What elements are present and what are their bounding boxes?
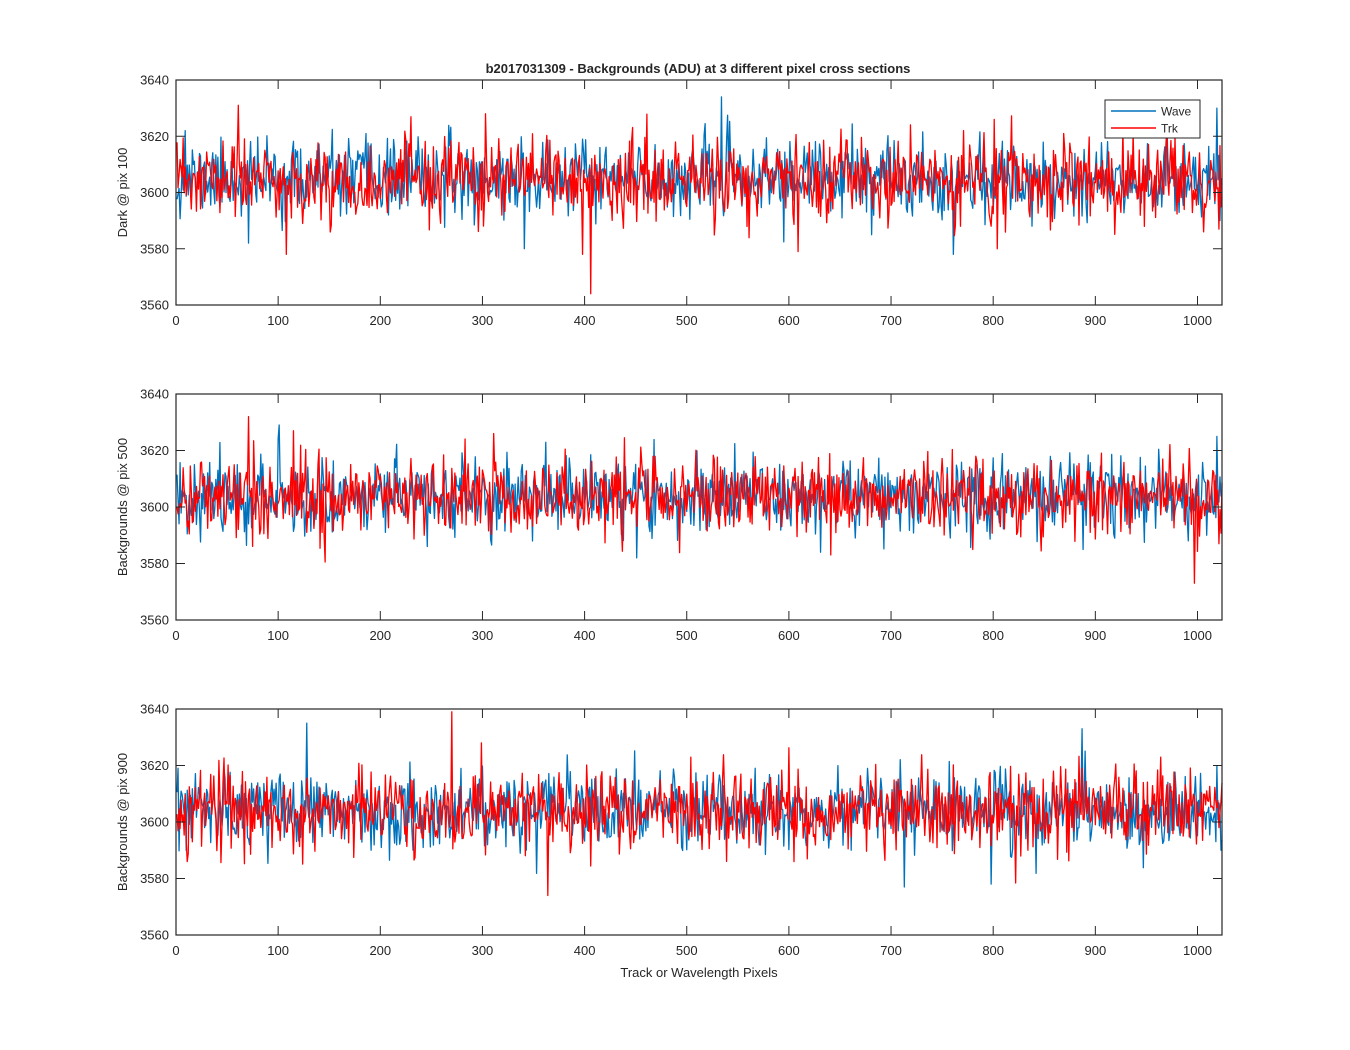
x-tick-label: 1000 — [1183, 313, 1212, 328]
x-tick-label: 500 — [676, 943, 698, 958]
y-tick-label: 3600 — [140, 185, 169, 200]
y-tick-label: 3620 — [140, 443, 169, 458]
y-tick-label: 3580 — [140, 871, 169, 886]
x-tick-label: 800 — [982, 628, 1004, 643]
x-tick-label: 100 — [267, 943, 289, 958]
x-tick-label: 0 — [172, 313, 179, 328]
x-tick-label: 200 — [369, 628, 391, 643]
x-tick-label: 600 — [778, 943, 800, 958]
x-tick-label: 700 — [880, 628, 902, 643]
x-tick-label: 200 — [369, 943, 391, 958]
x-tick-label: 400 — [574, 943, 596, 958]
y-tick-label: 3620 — [140, 129, 169, 144]
x-tick-label: 300 — [472, 313, 494, 328]
x-tick-label: 600 — [778, 628, 800, 643]
panel-backgrounds-pix-500: Backgrounds @ pix 500 0 100 200 300 400 500 60… — [115, 387, 1223, 643]
y-tick-label: 3560 — [140, 298, 169, 313]
legend-box — [1104, 99, 1201, 139]
x-tick-label: 500 — [676, 628, 698, 643]
x-tick-label: 0 — [172, 943, 179, 958]
y-tick-label: 3620 — [140, 758, 169, 773]
ylabel-panel-2: Backgrounds @ pix 500 — [115, 438, 130, 576]
x-tick-label: 600 — [778, 313, 800, 328]
x-tick-label: 500 — [676, 313, 698, 328]
x-tick-label: 700 — [880, 313, 902, 328]
chart-title: b2017031309 - Backgrounds (ADU) at 3 dif… — [486, 61, 911, 76]
y-tick-label: 3600 — [140, 500, 169, 515]
x-tick-label: 900 — [1084, 943, 1106, 958]
x-tick-label: 900 — [1084, 313, 1106, 328]
x-tick-label: 100 — [267, 628, 289, 643]
x-tick-label: 1000 — [1183, 628, 1212, 643]
y-tick-label: 3580 — [140, 556, 169, 571]
ylabel-panel-1: Dark @ pix 100 — [115, 148, 130, 238]
x-tick-label: 900 — [1084, 628, 1106, 643]
x-tick-label: 800 — [982, 313, 1004, 328]
y-tick-label: 3580 — [140, 241, 169, 256]
y-tick-label: 3560 — [140, 613, 169, 628]
x-tick-label: 100 — [267, 313, 289, 328]
x-tick-label: 0 — [172, 628, 179, 643]
series-line-trk-panel-1 — [176, 104, 1223, 295]
panel-backgrounds-pix-900: Backgrounds @ pix 900 Track or Wavelengt… — [115, 702, 1223, 980]
legend: Wave Trk — [1104, 99, 1201, 139]
legend-label-trk: Trk — [1161, 122, 1179, 136]
x-tick-label: 200 — [369, 313, 391, 328]
legend-label-wave: Wave — [1161, 105, 1192, 119]
x-tick-label: 800 — [982, 943, 1004, 958]
y-tick-label: 3600 — [140, 815, 169, 830]
series-line-trk-panel-2 — [176, 415, 1223, 584]
panel-dark-pix-100: Dark @ pix 100 0 100 200 300 400 500 600 700 800… — [115, 73, 1223, 328]
y-tick-label: 3560 — [140, 928, 169, 943]
y-tick-label: 3640 — [140, 73, 169, 88]
x-axis-label: Track or Wavelength Pixels — [620, 965, 778, 980]
y-tick-label: 3640 — [140, 702, 169, 717]
x-tick-label: 400 — [574, 313, 596, 328]
ylabel-panel-3: Backgrounds @ pix 900 — [115, 753, 130, 891]
x-tick-label: 300 — [472, 943, 494, 958]
x-tick-label: 300 — [472, 628, 494, 643]
x-tick-label: 1000 — [1183, 943, 1212, 958]
x-tick-label: 700 — [880, 943, 902, 958]
x-tick-label: 400 — [574, 628, 596, 643]
y-tick-label: 3640 — [140, 387, 169, 402]
series-line-trk-panel-3 — [176, 711, 1223, 897]
